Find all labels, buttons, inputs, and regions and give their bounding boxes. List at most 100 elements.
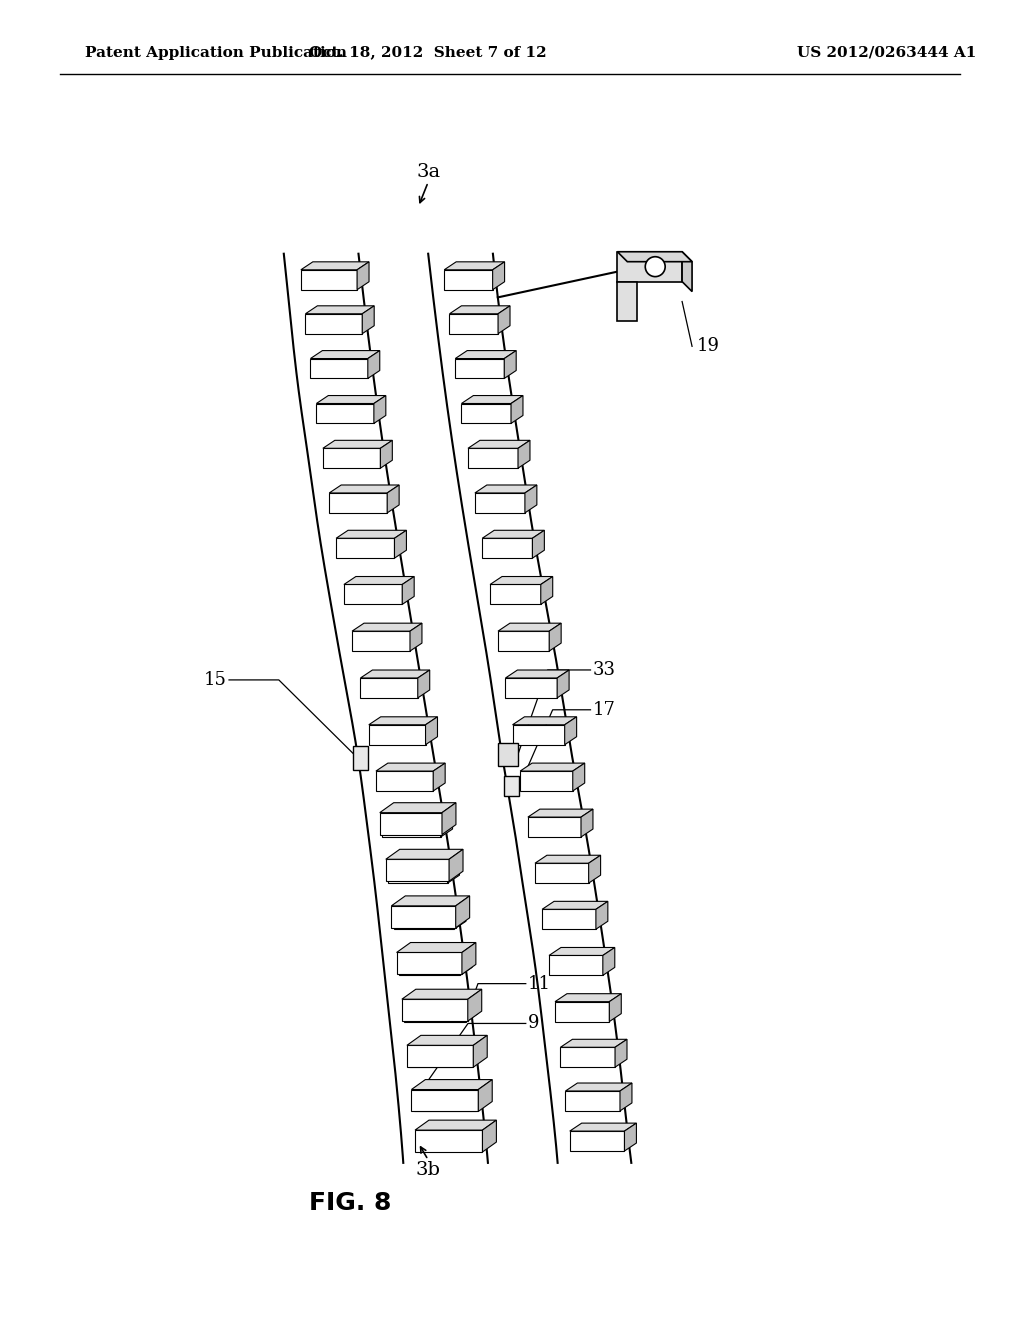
Polygon shape bbox=[310, 351, 380, 359]
Polygon shape bbox=[560, 1039, 627, 1047]
Polygon shape bbox=[316, 404, 374, 424]
Polygon shape bbox=[396, 942, 476, 953]
Polygon shape bbox=[682, 252, 692, 292]
Polygon shape bbox=[402, 577, 414, 605]
Polygon shape bbox=[353, 747, 368, 771]
Polygon shape bbox=[609, 994, 622, 1022]
Polygon shape bbox=[478, 1080, 493, 1111]
Polygon shape bbox=[541, 577, 553, 605]
Polygon shape bbox=[475, 484, 537, 492]
Polygon shape bbox=[557, 671, 569, 698]
Polygon shape bbox=[305, 314, 362, 334]
Polygon shape bbox=[440, 809, 453, 837]
Polygon shape bbox=[572, 763, 585, 791]
Polygon shape bbox=[360, 678, 418, 698]
Polygon shape bbox=[323, 441, 392, 449]
Polygon shape bbox=[305, 306, 374, 314]
Polygon shape bbox=[520, 771, 572, 791]
Polygon shape bbox=[426, 717, 437, 744]
Polygon shape bbox=[417, 1123, 493, 1131]
Polygon shape bbox=[330, 492, 387, 513]
Polygon shape bbox=[498, 743, 517, 767]
Polygon shape bbox=[407, 1035, 487, 1045]
Text: 15: 15 bbox=[204, 671, 227, 689]
Polygon shape bbox=[407, 1045, 473, 1068]
Polygon shape bbox=[301, 261, 369, 269]
Polygon shape bbox=[414, 1092, 476, 1111]
Text: Oct. 18, 2012  Sheet 7 of 12: Oct. 18, 2012 Sheet 7 of 12 bbox=[309, 46, 547, 59]
Polygon shape bbox=[625, 1123, 637, 1151]
Polygon shape bbox=[344, 585, 402, 605]
Polygon shape bbox=[490, 585, 541, 605]
Polygon shape bbox=[352, 631, 410, 651]
Polygon shape bbox=[528, 809, 593, 817]
Polygon shape bbox=[555, 994, 622, 1002]
Polygon shape bbox=[401, 989, 481, 999]
Polygon shape bbox=[456, 359, 504, 379]
Polygon shape bbox=[417, 1131, 480, 1151]
Polygon shape bbox=[433, 763, 445, 791]
Polygon shape bbox=[549, 623, 561, 651]
Polygon shape bbox=[412, 1080, 493, 1089]
Polygon shape bbox=[418, 671, 430, 698]
Polygon shape bbox=[615, 1039, 627, 1067]
Polygon shape bbox=[473, 1035, 487, 1068]
Text: FIG. 8: FIG. 8 bbox=[308, 1191, 391, 1214]
Polygon shape bbox=[482, 1121, 497, 1152]
Polygon shape bbox=[450, 849, 463, 882]
Polygon shape bbox=[620, 1082, 632, 1111]
Polygon shape bbox=[316, 396, 386, 404]
Text: US 2012/0263444 A1: US 2012/0263444 A1 bbox=[797, 46, 976, 59]
Polygon shape bbox=[454, 902, 466, 929]
Polygon shape bbox=[456, 896, 470, 928]
Polygon shape bbox=[581, 809, 593, 837]
Polygon shape bbox=[414, 1082, 488, 1092]
Polygon shape bbox=[560, 1047, 615, 1067]
Polygon shape bbox=[482, 539, 532, 558]
Polygon shape bbox=[382, 809, 453, 817]
Polygon shape bbox=[386, 859, 450, 882]
Polygon shape bbox=[617, 252, 682, 281]
Polygon shape bbox=[412, 1089, 478, 1111]
Polygon shape bbox=[399, 956, 460, 975]
Polygon shape bbox=[617, 252, 692, 261]
Polygon shape bbox=[565, 1092, 620, 1111]
Polygon shape bbox=[447, 855, 460, 883]
Polygon shape bbox=[401, 999, 468, 1022]
Polygon shape bbox=[518, 441, 530, 469]
Polygon shape bbox=[498, 306, 510, 334]
Polygon shape bbox=[388, 863, 447, 883]
Polygon shape bbox=[506, 678, 557, 698]
Polygon shape bbox=[460, 948, 472, 975]
Polygon shape bbox=[362, 306, 374, 334]
Polygon shape bbox=[391, 896, 470, 906]
Polygon shape bbox=[380, 813, 442, 834]
Polygon shape bbox=[569, 1123, 637, 1131]
Polygon shape bbox=[388, 855, 460, 863]
Polygon shape bbox=[444, 269, 493, 289]
Polygon shape bbox=[399, 948, 472, 956]
Polygon shape bbox=[442, 803, 456, 834]
Polygon shape bbox=[368, 351, 380, 379]
Polygon shape bbox=[569, 1131, 625, 1151]
Polygon shape bbox=[511, 396, 523, 424]
Text: 3a: 3a bbox=[416, 164, 440, 181]
Polygon shape bbox=[450, 314, 498, 334]
Circle shape bbox=[645, 256, 666, 277]
Text: 33: 33 bbox=[593, 661, 615, 678]
Polygon shape bbox=[468, 441, 530, 449]
Polygon shape bbox=[532, 531, 545, 558]
Polygon shape bbox=[535, 855, 601, 863]
Polygon shape bbox=[520, 763, 585, 771]
Text: Patent Application Publication: Patent Application Publication bbox=[85, 46, 347, 59]
Polygon shape bbox=[336, 539, 394, 558]
Polygon shape bbox=[310, 359, 368, 379]
Polygon shape bbox=[376, 763, 445, 771]
Polygon shape bbox=[462, 404, 511, 424]
Polygon shape bbox=[476, 1082, 488, 1111]
Polygon shape bbox=[352, 623, 422, 631]
Polygon shape bbox=[415, 1130, 482, 1152]
Polygon shape bbox=[480, 1123, 493, 1151]
Polygon shape bbox=[513, 717, 577, 725]
Polygon shape bbox=[555, 1002, 609, 1022]
